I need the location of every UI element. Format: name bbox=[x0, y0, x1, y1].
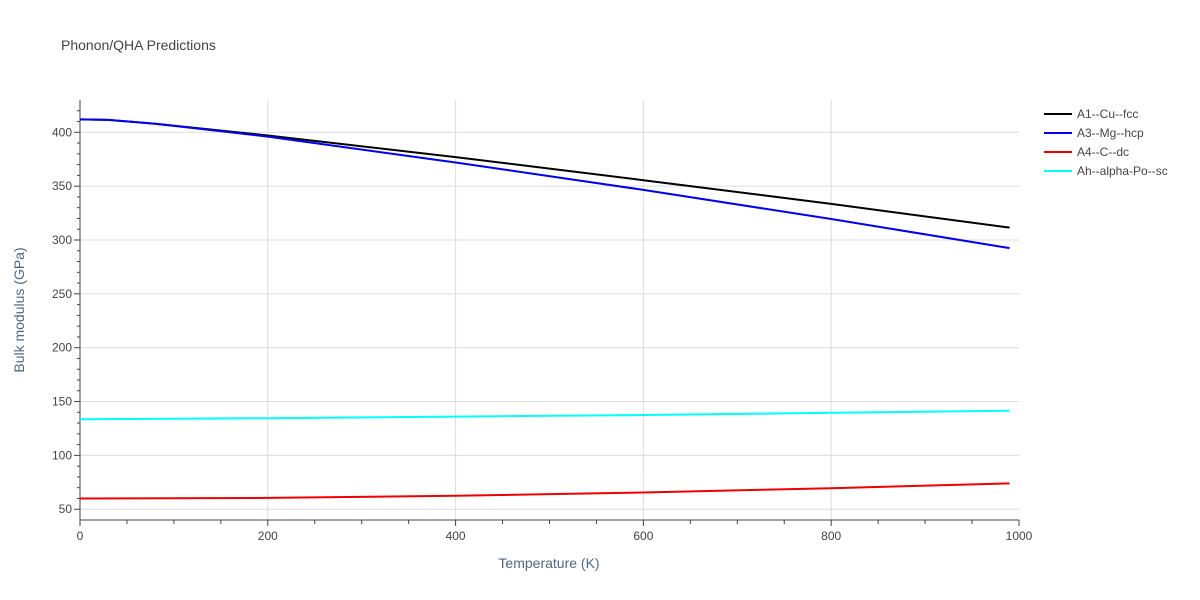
legend-label: A1--Cu--fcc bbox=[1077, 107, 1138, 121]
series-line-4 bbox=[79, 409, 1010, 421]
y-axis-label: Bulk modulus (GPa) bbox=[11, 247, 27, 372]
y-tick-label: 250 bbox=[52, 287, 72, 301]
legend-item-3[interactable]: A4--C--dc bbox=[1044, 145, 1129, 159]
x-tick-label: 400 bbox=[446, 529, 466, 543]
y-tick-label: 300 bbox=[52, 233, 72, 247]
legend-label: A4--C--dc bbox=[1077, 145, 1129, 159]
y-tick-label: 150 bbox=[52, 395, 72, 409]
chart-title: Phonon/QHA Predictions bbox=[61, 37, 216, 53]
series-line-1 bbox=[79, 118, 1010, 229]
y-tick-label: 200 bbox=[52, 341, 72, 355]
y-tick-label: 100 bbox=[52, 448, 72, 462]
x-tick-label: 200 bbox=[258, 529, 278, 543]
legend-item-4[interactable]: Ah--alpha-Po--sc bbox=[1044, 164, 1168, 178]
series-line-3 bbox=[79, 482, 1010, 500]
x-tick-label: 0 bbox=[77, 529, 84, 543]
x-tick-label: 800 bbox=[821, 529, 841, 543]
legend-item-1[interactable]: A1--Cu--fcc bbox=[1044, 107, 1138, 121]
y-tick-label: 350 bbox=[52, 179, 72, 193]
legend-item-2[interactable]: A3--Mg--hcp bbox=[1044, 126, 1144, 140]
legend-label: A3--Mg--hcp bbox=[1077, 126, 1144, 140]
legend-label: Ah--alpha-Po--sc bbox=[1077, 164, 1168, 178]
x-tick-label: 600 bbox=[633, 529, 653, 543]
x-tick-label: 1000 bbox=[1006, 529, 1033, 543]
plot-area bbox=[79, 118, 1010, 500]
grid bbox=[80, 100, 1019, 520]
y-tick-label: 400 bbox=[52, 125, 72, 139]
y-tick-label: 50 bbox=[59, 502, 73, 516]
axes: 50 100 150 200 250 300 350 400 0 200 400 600 800 1000 bbox=[52, 100, 1033, 543]
series-line-2 bbox=[79, 118, 1010, 250]
x-axis-label: Temperature (K) bbox=[498, 555, 599, 571]
legend[interactable]: A1--Cu--fcc A3--Mg--hcp A4--C--dc Ah--alpha… bbox=[1044, 107, 1168, 178]
